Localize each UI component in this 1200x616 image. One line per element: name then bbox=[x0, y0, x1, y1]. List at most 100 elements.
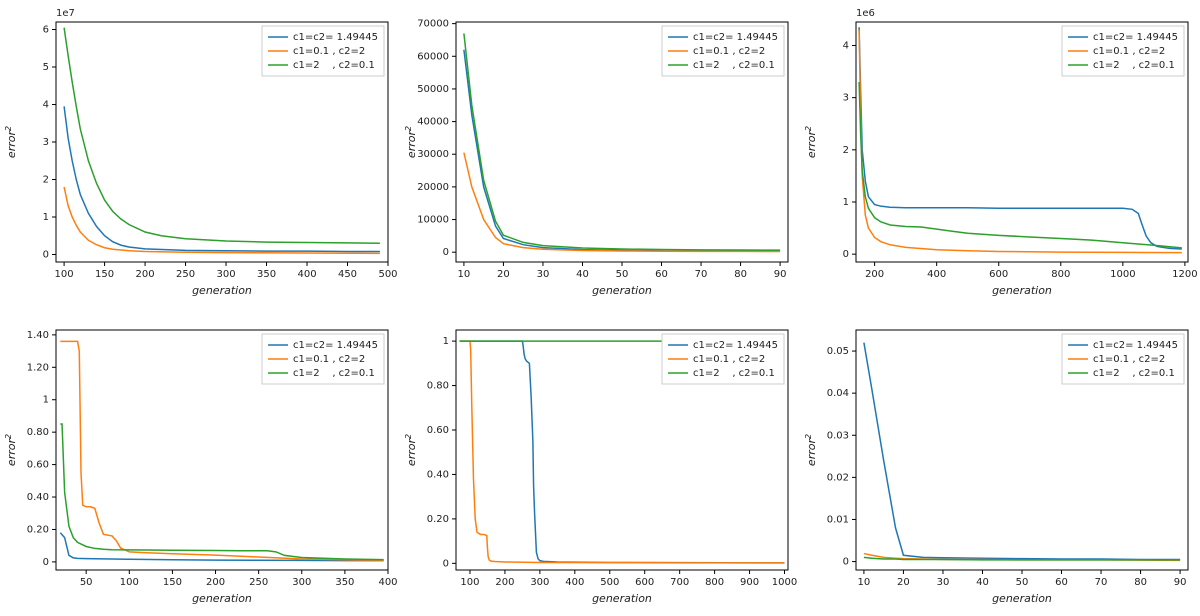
y-axis-label: error2 bbox=[804, 126, 819, 158]
svg-text:80: 80 bbox=[1134, 577, 1147, 588]
svg-text:300: 300 bbox=[530, 577, 549, 588]
svg-text:0.40: 0.40 bbox=[27, 492, 49, 503]
y-axis-label: error2 bbox=[404, 434, 419, 466]
svg-text:1: 1 bbox=[43, 395, 49, 406]
svg-text:90: 90 bbox=[1174, 577, 1187, 588]
svg-text:2: 2 bbox=[43, 175, 49, 186]
svg-text:250: 250 bbox=[176, 269, 195, 280]
svg-text:20000: 20000 bbox=[417, 182, 449, 193]
svg-text:70: 70 bbox=[695, 269, 708, 280]
chart-svg: 20040060080010001200012341e6generationer… bbox=[800, 0, 1200, 308]
svg-text:10: 10 bbox=[458, 269, 471, 280]
legend-label: c1=0.1 , c2=2 bbox=[693, 46, 765, 57]
svg-text:20: 20 bbox=[897, 577, 910, 588]
svg-text:0.02: 0.02 bbox=[827, 472, 849, 483]
x-axis-label: generation bbox=[592, 284, 652, 297]
svg-text:400: 400 bbox=[565, 577, 584, 588]
svg-text:400: 400 bbox=[378, 577, 397, 588]
svg-text:60: 60 bbox=[1055, 577, 1068, 588]
legend-label: c1=c2= 1.49445 bbox=[293, 340, 378, 351]
svg-text:100: 100 bbox=[120, 577, 139, 588]
svg-text:0.04: 0.04 bbox=[827, 388, 849, 399]
svg-text:10000: 10000 bbox=[417, 215, 449, 226]
x-axis-label: generation bbox=[192, 592, 252, 605]
svg-text:150: 150 bbox=[163, 577, 182, 588]
legend-label: c1=0.1 , c2=2 bbox=[293, 354, 365, 365]
y-axis-label: error2 bbox=[4, 434, 19, 466]
svg-text:900: 900 bbox=[740, 577, 759, 588]
chart-panel: 10015020025030035040045050001234561e7gen… bbox=[0, 0, 400, 308]
svg-text:700: 700 bbox=[670, 577, 689, 588]
legend-label: c1=0.1 , c2=2 bbox=[293, 46, 365, 57]
svg-text:50: 50 bbox=[80, 577, 93, 588]
legend-label: c1=2 , c2=0.1 bbox=[693, 60, 775, 71]
svg-text:600: 600 bbox=[635, 577, 654, 588]
legend-label: c1=2 , c2=0.1 bbox=[293, 368, 375, 379]
chart-panel: 5010015020025030035040000.200.400.600.80… bbox=[0, 308, 400, 616]
svg-text:0: 0 bbox=[43, 557, 49, 568]
svg-text:10: 10 bbox=[858, 577, 871, 588]
svg-text:1000: 1000 bbox=[772, 577, 797, 588]
svg-text:60000: 60000 bbox=[417, 51, 449, 62]
svg-text:50: 50 bbox=[616, 269, 629, 280]
svg-text:0.03: 0.03 bbox=[827, 430, 849, 441]
svg-text:5: 5 bbox=[43, 62, 49, 73]
x-axis-label: generation bbox=[992, 284, 1052, 297]
svg-text:300: 300 bbox=[217, 269, 236, 280]
legend-label: c1=2 , c2=0.1 bbox=[1093, 368, 1175, 379]
svg-text:100: 100 bbox=[460, 577, 479, 588]
svg-text:1: 1 bbox=[443, 336, 449, 347]
svg-text:40000: 40000 bbox=[417, 117, 449, 128]
x-axis-label: generation bbox=[992, 592, 1052, 605]
legend-label: c1=0.1 , c2=2 bbox=[1093, 46, 1165, 57]
svg-text:0.60: 0.60 bbox=[427, 425, 449, 436]
series-line bbox=[64, 106, 380, 251]
series-line bbox=[60, 424, 383, 560]
series-line bbox=[464, 153, 780, 252]
svg-text:6: 6 bbox=[43, 25, 49, 36]
legend-label: c1=2 , c2=0.1 bbox=[693, 368, 775, 379]
chart-panel: 20040060080010001200012341e6generationer… bbox=[800, 0, 1200, 308]
legend-label: c1=0.1 , c2=2 bbox=[1093, 354, 1165, 365]
svg-text:1: 1 bbox=[843, 197, 849, 208]
chart-grid: 10015020025030035040045050001234561e7gen… bbox=[0, 0, 1200, 616]
series-line bbox=[464, 50, 780, 252]
svg-text:0.05: 0.05 bbox=[827, 346, 849, 357]
y-axis-label: error2 bbox=[404, 126, 419, 158]
svg-text:0.40: 0.40 bbox=[427, 469, 449, 480]
svg-text:0: 0 bbox=[443, 558, 449, 569]
svg-text:0: 0 bbox=[843, 557, 849, 568]
svg-text:50000: 50000 bbox=[417, 84, 449, 95]
svg-text:200: 200 bbox=[136, 269, 155, 280]
legend-label: c1=c2= 1.49445 bbox=[1093, 340, 1178, 351]
svg-text:0.80: 0.80 bbox=[27, 427, 49, 438]
svg-text:1.20: 1.20 bbox=[27, 362, 49, 373]
legend-label: c1=c2= 1.49445 bbox=[693, 32, 778, 43]
svg-text:300: 300 bbox=[292, 577, 311, 588]
svg-text:200: 200 bbox=[865, 269, 884, 280]
svg-text:350: 350 bbox=[335, 577, 354, 588]
legend-label: c1=2 , c2=0.1 bbox=[293, 60, 375, 71]
svg-text:3: 3 bbox=[43, 137, 49, 148]
svg-text:20: 20 bbox=[497, 269, 510, 280]
chart-svg: 5010015020025030035040000.200.400.600.80… bbox=[0, 308, 400, 616]
svg-text:1e7: 1e7 bbox=[56, 8, 75, 19]
svg-text:4: 4 bbox=[43, 100, 49, 111]
svg-text:0: 0 bbox=[443, 247, 449, 258]
svg-text:30: 30 bbox=[937, 577, 950, 588]
svg-text:80: 80 bbox=[734, 269, 747, 280]
y-axis-label: error2 bbox=[804, 434, 819, 466]
legend-label: c1=c2= 1.49445 bbox=[1093, 32, 1178, 43]
svg-text:0.80: 0.80 bbox=[427, 381, 449, 392]
legend-label: c1=2 , c2=0.1 bbox=[1093, 60, 1175, 71]
svg-text:1: 1 bbox=[43, 212, 49, 223]
svg-text:800: 800 bbox=[1051, 269, 1070, 280]
svg-text:400: 400 bbox=[927, 269, 946, 280]
svg-text:50: 50 bbox=[1016, 577, 1029, 588]
x-axis-label: generation bbox=[592, 592, 652, 605]
chart-svg: 100200300400500600700800900100000.200.40… bbox=[400, 308, 800, 616]
svg-text:800: 800 bbox=[705, 577, 724, 588]
svg-text:450: 450 bbox=[338, 269, 357, 280]
svg-text:100: 100 bbox=[55, 269, 74, 280]
chart-svg: 1020304050607080900100002000030000400005… bbox=[400, 0, 800, 308]
